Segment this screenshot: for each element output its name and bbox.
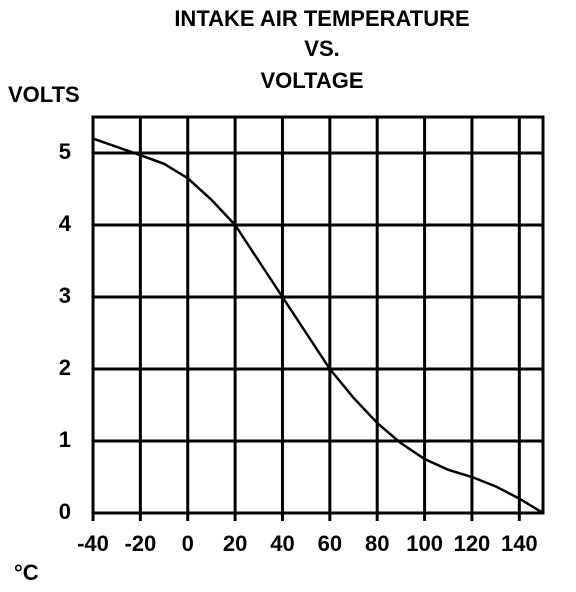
x-tick-label: 20 [223, 531, 247, 556]
y-tick-label: 3 [59, 283, 71, 308]
x-tick-label: 40 [270, 531, 294, 556]
x-tick-label: 100 [406, 531, 443, 556]
y-tick-label: 1 [59, 427, 71, 452]
plot-frame [91, 115, 545, 515]
x-tick-label: 0 [182, 531, 194, 556]
chart-title: INTAKE AIR TEMPERATURE [174, 6, 469, 31]
chart-title: VS. [304, 36, 339, 61]
x-tick-label: 60 [318, 531, 342, 556]
x-tick-label: 140 [501, 531, 538, 556]
y-axis-label: VOLTS [8, 82, 80, 107]
chart-title: VOLTAGE [260, 68, 363, 93]
x-tick-label: -20 [124, 531, 156, 556]
x-axis-label: °C [14, 560, 39, 585]
x-tick-label: 80 [365, 531, 389, 556]
y-tick-label: 5 [59, 139, 71, 164]
y-tick-label: 4 [59, 211, 72, 236]
y-tick-label: 0 [59, 499, 71, 524]
x-tick-label: 120 [454, 531, 491, 556]
data-line [92, 137, 544, 515]
x-tick-label: -40 [77, 531, 109, 556]
y-tick-label: 2 [59, 355, 71, 380]
